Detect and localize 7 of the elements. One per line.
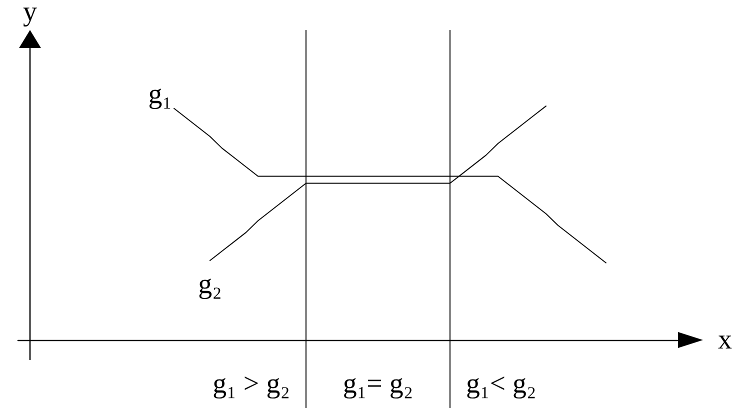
series-label: g₂ (198, 269, 222, 300)
text: g₁ > g₂ (212, 368, 290, 400)
y-axis-title: y (23, 0, 37, 28)
series-label: g₁ (148, 78, 172, 110)
text: g₁= g₂ (342, 368, 414, 400)
x-axis-title: x (718, 324, 732, 356)
text: g₁< g₂ (466, 368, 536, 400)
